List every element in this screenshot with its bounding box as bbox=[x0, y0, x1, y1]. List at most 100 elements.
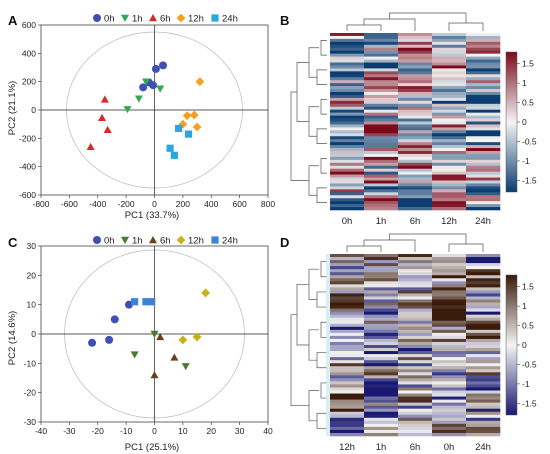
heatmap-cell bbox=[398, 372, 433, 376]
x-tick-label: 30 bbox=[235, 426, 245, 436]
heatmap-cell bbox=[364, 393, 399, 397]
heatmap-cell bbox=[330, 162, 365, 167]
heatmap-cell bbox=[466, 80, 501, 84]
column-label: 6h bbox=[410, 442, 421, 453]
heatmap-cell bbox=[466, 65, 501, 69]
heatmap-cell bbox=[330, 326, 365, 331]
heatmap-cell bbox=[432, 335, 467, 340]
heatmap-cell bbox=[398, 38, 433, 43]
heatmap-cell bbox=[432, 195, 467, 199]
heatmap-cell bbox=[466, 378, 501, 382]
x-tick-label: -600 bbox=[61, 199, 78, 209]
row-dendrogram bbox=[290, 40, 327, 203]
data-point bbox=[170, 353, 179, 361]
x-tick-label: -200 bbox=[118, 199, 135, 209]
heatmap-cell bbox=[330, 74, 365, 78]
data-point bbox=[181, 363, 190, 371]
heatmap-cell bbox=[364, 402, 399, 406]
heatmap-cell bbox=[398, 118, 433, 122]
heatmap-cell bbox=[398, 314, 433, 318]
heatmap-cell bbox=[466, 311, 501, 315]
heatmap-cell bbox=[432, 189, 467, 193]
heatmap-cell bbox=[398, 44, 433, 49]
heatmap-cell bbox=[398, 133, 433, 137]
heatmap-cell bbox=[330, 130, 365, 134]
heatmap-cell bbox=[364, 360, 399, 364]
heatmap-cell bbox=[364, 269, 399, 273]
heatmap-cell bbox=[398, 414, 433, 419]
heatmap-cell bbox=[466, 290, 501, 294]
heatmap-cell bbox=[466, 139, 501, 143]
heatmap-cell bbox=[466, 183, 501, 187]
heatmap-cell bbox=[432, 159, 467, 164]
y-tick-label: -20 bbox=[24, 388, 37, 398]
heatmap-cell bbox=[432, 381, 467, 385]
heatmap-cell bbox=[398, 89, 433, 93]
data-point bbox=[192, 332, 202, 342]
heatmap-cell bbox=[398, 396, 433, 400]
panel-label-d: D bbox=[280, 235, 289, 250]
x-tick-label: 400 bbox=[204, 199, 218, 209]
heatmap-cell bbox=[330, 109, 365, 113]
heatmap-cell bbox=[432, 103, 467, 108]
heatmap-cell bbox=[432, 83, 467, 87]
heatmap-cell bbox=[398, 423, 433, 428]
heatmap-cell bbox=[398, 335, 433, 340]
heatmap-cell bbox=[432, 94, 467, 99]
data-point bbox=[141, 78, 150, 86]
heatmap-cell bbox=[330, 345, 365, 349]
heatmap-b: 0h 1h 6h 12h 24h 1.5 1 0.5 0 -0.5 -1 -1.5 bbox=[290, 12, 537, 227]
heatmap-cell bbox=[466, 302, 501, 306]
data-point bbox=[184, 130, 193, 138]
heatmap-cell bbox=[364, 38, 399, 43]
legend-label: 6h bbox=[160, 236, 171, 247]
data-point bbox=[189, 110, 199, 120]
heatmap-cell bbox=[432, 366, 467, 370]
heatmap-cell bbox=[330, 299, 365, 303]
heatmap-cell bbox=[398, 281, 433, 285]
heatmap-cell bbox=[364, 41, 399, 46]
heatmap-cell bbox=[432, 348, 467, 352]
heatmap-cell bbox=[432, 254, 467, 258]
heatmap-cell bbox=[466, 156, 501, 161]
heatmap-cell bbox=[330, 59, 365, 63]
heatmap-cell bbox=[330, 198, 365, 202]
heatmap-cell bbox=[330, 269, 365, 273]
data-point bbox=[131, 298, 139, 306]
heatmap-cell bbox=[466, 345, 501, 349]
heatmap-cell bbox=[466, 308, 501, 312]
heatmap-cell bbox=[466, 177, 501, 181]
heatmap-cell bbox=[330, 35, 365, 40]
legend-label: 24h bbox=[222, 14, 238, 25]
heatmap-cell bbox=[466, 366, 501, 370]
heatmap-cell bbox=[398, 354, 433, 358]
heatmap-cell bbox=[330, 207, 365, 211]
heatmap-cell bbox=[432, 266, 467, 270]
legend-marker bbox=[176, 13, 186, 23]
colorbar bbox=[505, 51, 518, 193]
heatmap-cell bbox=[398, 296, 433, 300]
heatmap-cell bbox=[398, 260, 433, 264]
heatmap-cell bbox=[330, 192, 365, 196]
heatmap-cell bbox=[364, 68, 399, 72]
heatmap-cell bbox=[330, 127, 365, 131]
heatmap-cell bbox=[432, 320, 467, 325]
heatmap-cell bbox=[432, 378, 467, 382]
colorbar-label: -0.5 bbox=[522, 136, 537, 146]
heatmap-cell bbox=[466, 351, 501, 355]
heatmap-cell bbox=[364, 94, 399, 99]
heatmap-cell bbox=[364, 351, 399, 355]
data-point bbox=[156, 332, 165, 341]
heatmap-cell bbox=[432, 372, 467, 376]
heatmap-cell bbox=[432, 180, 467, 184]
heatmap-cell bbox=[466, 180, 501, 184]
heatmap-cell bbox=[466, 106, 501, 110]
heatmap-cell bbox=[364, 432, 399, 437]
heatmap-cell bbox=[432, 80, 467, 84]
heatmap-cell bbox=[364, 121, 399, 125]
heatmap-cell bbox=[432, 317, 467, 322]
heatmap-cell bbox=[364, 384, 399, 388]
heatmap-cell bbox=[398, 153, 433, 158]
heatmap-cell bbox=[466, 53, 501, 57]
heatmap-cell bbox=[398, 109, 433, 113]
